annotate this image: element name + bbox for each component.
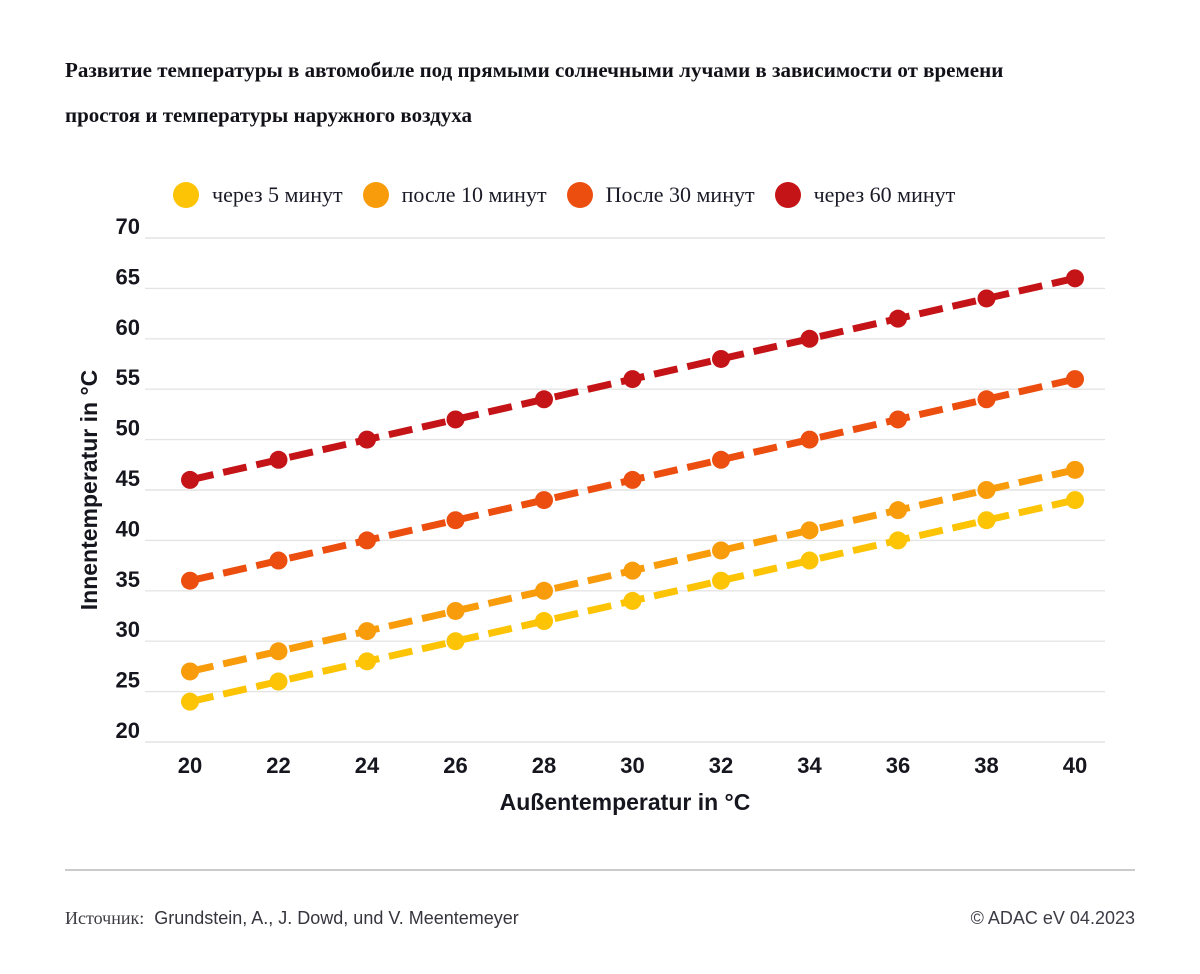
data-point-s1-x36 [889,501,907,520]
page-title-line2: простоя и температуры наружного воздуха [65,103,472,127]
data-point-s3-x36 [889,309,907,328]
data-point-s2-x20 [181,571,199,590]
data-point-s2-x38 [977,390,996,409]
y-tick-label-70: 70 [116,215,140,239]
x-tick-label-20: 20 [178,753,202,778]
data-point-s1-x26 [446,601,465,620]
data-point-s3-x26 [446,410,465,429]
data-point-s1-x24 [358,622,376,641]
data-point-s2-x28 [535,491,553,510]
x-axis-title: Außentemperatur in °C [500,789,751,815]
data-point-s0-x32 [712,571,730,590]
legend-label: После 30 минут [605,182,755,207]
data-point-s1-x30 [623,561,642,580]
source-text: Grundstein, A., J. Dowd, und V. Meenteme… [154,908,519,928]
y-tick-label-60: 60 [116,315,140,340]
x-tick-label-34: 34 [797,753,822,778]
copyright: © ADAC eV 04.2023 [970,908,1135,928]
data-point-s0-x30 [623,591,642,610]
chart-legend: через 5 минут после 10 минут После 30 мину… [173,182,955,208]
data-point-s3-x28 [535,390,553,409]
temperature-line-chart: 20 25 30 35 40 45 50 55 60 65 70 20 22 24 26 28 30 32 34 36… [76,215,1105,815]
source-label: Источник: [65,908,145,928]
data-point-s2-x32 [712,450,730,469]
data-point-s3-x40 [1066,269,1084,288]
data-point-s3-x34 [800,329,819,348]
data-point-s1-x38 [977,481,996,499]
legend-label: через 5 минут [212,182,343,207]
x-tick-label-32: 32 [709,753,733,778]
data-point-s0-x22 [269,672,288,691]
data-point-s1-x22 [269,642,288,661]
legend-item-3: через 60 минут [774,182,956,208]
data-point-s2-x36 [889,410,907,429]
data-point-s3-x32 [712,349,730,368]
data-point-s1-x40 [1066,460,1084,479]
y-tick-label-50: 50 [116,416,140,441]
data-point-s3-x38 [977,289,996,308]
page-title-line1: Развитие температуры в автомобиле под пр… [65,58,1004,82]
legend-item-2: После 30 минут [566,182,755,208]
data-point-s0-x26 [446,632,465,651]
data-point-s1-x28 [535,581,553,600]
x-tick-label-40: 40 [1063,753,1087,778]
y-axis-title: Innentemperatur in °C [76,370,102,611]
data-point-s2-x22 [269,551,288,570]
footer-divider [65,869,1135,871]
x-tick-label-36: 36 [886,753,910,778]
data-point-s3-x24 [358,430,376,449]
y-tick-label-35: 35 [116,567,140,592]
x-tick-label-30: 30 [620,753,644,778]
legend-dot-icon [774,182,801,208]
x-tick-label-26: 26 [443,753,467,778]
y-tick-label-30: 30 [116,617,140,642]
legend-label: после 10 минут [401,182,547,207]
data-point-s2-x24 [358,531,376,550]
data-point-s1-x20 [181,662,199,681]
data-point-s0-x24 [358,652,376,671]
data-point-s0-x34 [800,551,819,570]
y-tick-label-45: 45 [116,466,140,491]
x-tick-label-28: 28 [532,753,556,778]
data-point-s1-x32 [712,541,730,560]
footer: Источник: Grundstein, A., J. Dowd, und V.… [65,908,1135,929]
data-point-s3-x20 [181,470,199,489]
data-point-s1-x34 [800,521,819,540]
data-point-s2-x40 [1066,370,1084,389]
legend-item-0: через 5 минут [173,182,343,208]
data-point-s0-x38 [977,511,996,530]
legend-dot-icon [173,182,199,208]
y-tick-label-55: 55 [116,365,140,390]
data-point-s2-x34 [800,430,819,449]
x-tick-label-22: 22 [266,753,290,778]
data-point-s3-x22 [269,450,288,469]
data-point-s2-x30 [623,470,642,489]
source: Источник: Grundstein, A., J. Dowd, und V.… [65,908,519,929]
x-tick-label-24: 24 [355,753,380,778]
data-point-s0-x36 [889,531,907,550]
data-point-s0-x20 [181,692,199,711]
page-title: Развитие температуры в автомобиле под пр… [65,48,1155,138]
y-tick-label-20: 20 [116,718,140,743]
legend-dot-icon [566,182,593,208]
y-tick-label-25: 25 [116,668,140,693]
legend-dot-icon [362,182,389,208]
data-point-s3-x30 [623,370,642,389]
data-point-s2-x26 [446,511,465,530]
y-tick-label-65: 65 [116,264,140,289]
x-tick-label-38: 38 [974,753,998,778]
legend-label: через 60 минут [813,182,956,207]
data-point-s0-x40 [1066,491,1084,510]
data-point-s0-x28 [535,612,553,631]
y-tick-label-40: 40 [116,516,140,541]
legend-item-1: после 10 минут [362,182,547,208]
